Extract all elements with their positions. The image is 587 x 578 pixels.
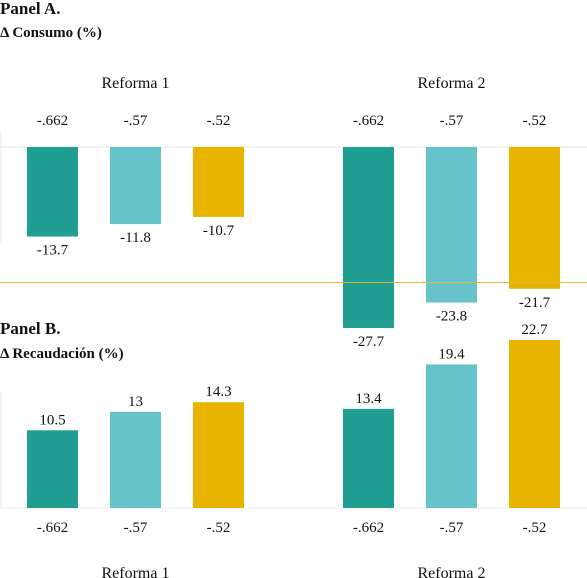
- category-label: Reforma 1: [102, 565, 170, 578]
- bar: [110, 411, 161, 508]
- series-label: -.52: [207, 520, 231, 536]
- bar: [193, 147, 244, 217]
- series-label: -.662: [37, 113, 68, 129]
- panel-divider: [0, 282, 587, 283]
- data-label: 10.5: [39, 412, 65, 428]
- data-label: -27.7: [353, 334, 385, 350]
- bar: [509, 340, 560, 508]
- consumo-chart: Reforma 1 -13.7 -.662 -11.8 -.57 -10.7 -.52 Ref…: [0, 75, 587, 350]
- data-label: 13: [128, 394, 143, 410]
- bar: [343, 408, 394, 508]
- data-label: 14.3: [205, 384, 231, 400]
- recaudacion-chart: Reforma 1 10.5 -.662 13 -.57 14.3 -.52 Reforma …: [0, 322, 587, 578]
- series-label: -.662: [353, 520, 384, 536]
- bar: [509, 147, 560, 289]
- bar: [343, 147, 394, 328]
- series-label: -.662: [353, 113, 384, 129]
- panel-b-subtitle: Δ Recaudación (%): [0, 346, 124, 362]
- category-label: Reforma 1: [102, 75, 170, 92]
- data-label: 22.7: [521, 322, 548, 338]
- series-label: -.52: [523, 520, 547, 536]
- data-label: 19.4: [438, 346, 465, 362]
- panel-a-title: Panel A.: [0, 0, 61, 18]
- data-label: -13.7: [37, 243, 69, 259]
- bar: [27, 430, 78, 508]
- series-label: -.57: [440, 113, 464, 129]
- series-label: -.57: [124, 520, 148, 536]
- bar: [27, 147, 78, 237]
- category-label: Reforma 2: [418, 565, 486, 578]
- series-label: -.57: [440, 520, 464, 536]
- data-label: -10.7: [203, 223, 235, 239]
- bar: [426, 364, 477, 508]
- series-label: -.52: [523, 113, 547, 129]
- series-label: -.52: [207, 113, 231, 129]
- data-label: 13.4: [355, 391, 382, 407]
- panel-b-title: Panel B.: [0, 319, 61, 338]
- bar: [193, 402, 244, 508]
- data-label: -21.7: [519, 295, 551, 311]
- bar: [110, 147, 161, 225]
- data-label: -11.8: [120, 230, 151, 246]
- series-label: -.662: [37, 520, 68, 536]
- panel-a-subtitle: Δ Consumo (%): [0, 25, 102, 41]
- data-label: -23.8: [436, 308, 467, 324]
- bar: [426, 147, 477, 303]
- category-label: Reforma 2: [418, 75, 486, 92]
- series-label: -.57: [124, 113, 148, 129]
